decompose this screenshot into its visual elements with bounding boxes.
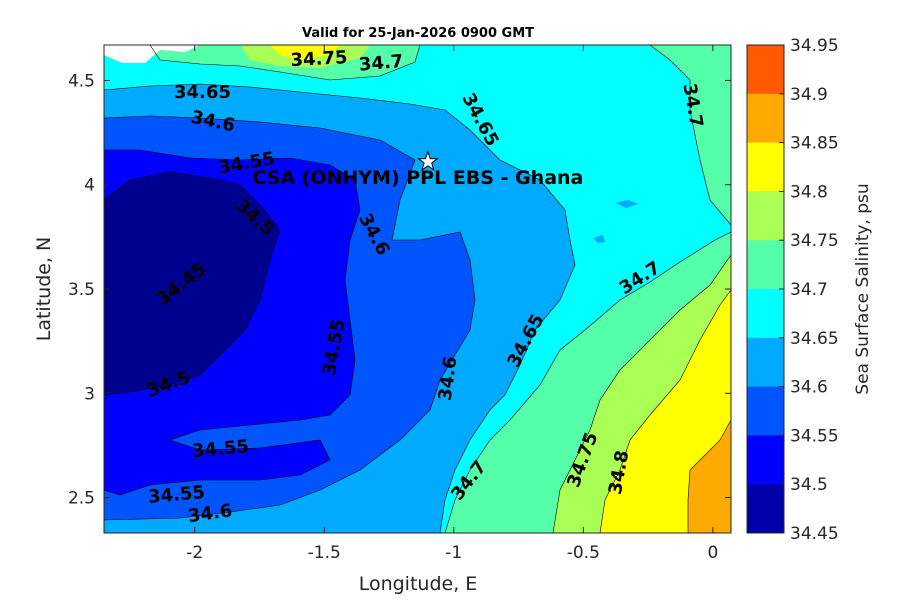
colorbar: 34.95 34.9 34.85 34.8 34.75 34.7 34.65 34.6 34.5… [746,36,839,544]
site-label: CSA (ONHYM) PPL EBS - Ghana [252,167,583,189]
salinity-band-34.45 [104,172,280,395]
salinity-band-34.70-east [650,45,731,225]
colorbar-tick-label: 34.45 [790,524,839,544]
contour-label: 34.65 [174,82,231,103]
map-title: Valid for 25-Jan-2026 0900 GMT [302,26,534,41]
colorbar-label: Sea Surface Salinity, psu [853,183,873,394]
colorbar-swatch [747,386,784,436]
colorbar-tick-label: 34.7 [790,280,828,300]
colorbar-swatch [747,191,784,241]
colorbar-tick-label: 34.6 [790,378,828,398]
salinity-islet-2 [593,235,605,243]
x-tick-label: -1 [445,543,462,563]
colorbar-swatch [747,337,784,388]
colorbar-tick-label: 34.8 [790,182,828,202]
colorbar-tick-label: 34.75 [790,231,839,251]
contour-label: 34.55 [191,436,250,462]
y-tick-label: 4 [84,176,95,196]
colorbar-swatch [747,289,784,339]
site-marker-group: CSA (ONHYM) PPL EBS - Ghana [252,150,583,189]
x-tick-label: -1.5 [308,543,341,563]
contour-label: 34.75 [290,47,348,71]
y-tick-label: 3 [84,384,95,404]
x-tick-label: 0 [707,543,718,563]
contour-fill-layers [104,45,731,533]
colorbar-swatch [747,93,784,144]
land-area [104,45,200,63]
colorbar-swatch [747,240,784,290]
x-axis-title: Longitude, E [359,573,478,595]
x-tick-label: -2 [186,543,203,563]
x-axis: -2 -1.5 -1 -0.5 0 [186,45,718,563]
colorbar-tick-label: 34.65 [790,329,839,349]
salinity-band-34.80-north [270,45,340,60]
colorbar-tick-label: 34.85 [790,134,839,154]
y-axis-title: Latitude, N [33,237,55,342]
colorbar-tick-label: 34.55 [790,426,839,446]
y-tick-label: 3.5 [68,280,95,300]
colorbar-tick-label: 34.95 [790,36,839,56]
colorbar-swatch [747,45,784,95]
y-tick-label: 4.5 [68,71,95,91]
star-icon [416,150,439,172]
salinity-islet-1 [615,200,638,208]
colorbar-swatch [747,484,784,534]
colorbar-swatch [747,435,784,485]
y-tick-label: 2.5 [68,489,95,509]
y-axis: 2.5 3 3.5 4 4.5 [68,71,731,509]
salinity-band-34.85 [688,420,731,533]
colorbar-tick-label: 34.9 [790,85,828,105]
contour-lines [104,45,731,533]
colorbar-swatch [747,142,784,192]
x-tick-label: -0.5 [567,543,600,563]
contour-label: 34.55 [147,482,206,508]
contour-label: 34.7 [358,51,404,76]
colorbar-tick-label: 34.5 [790,475,828,495]
